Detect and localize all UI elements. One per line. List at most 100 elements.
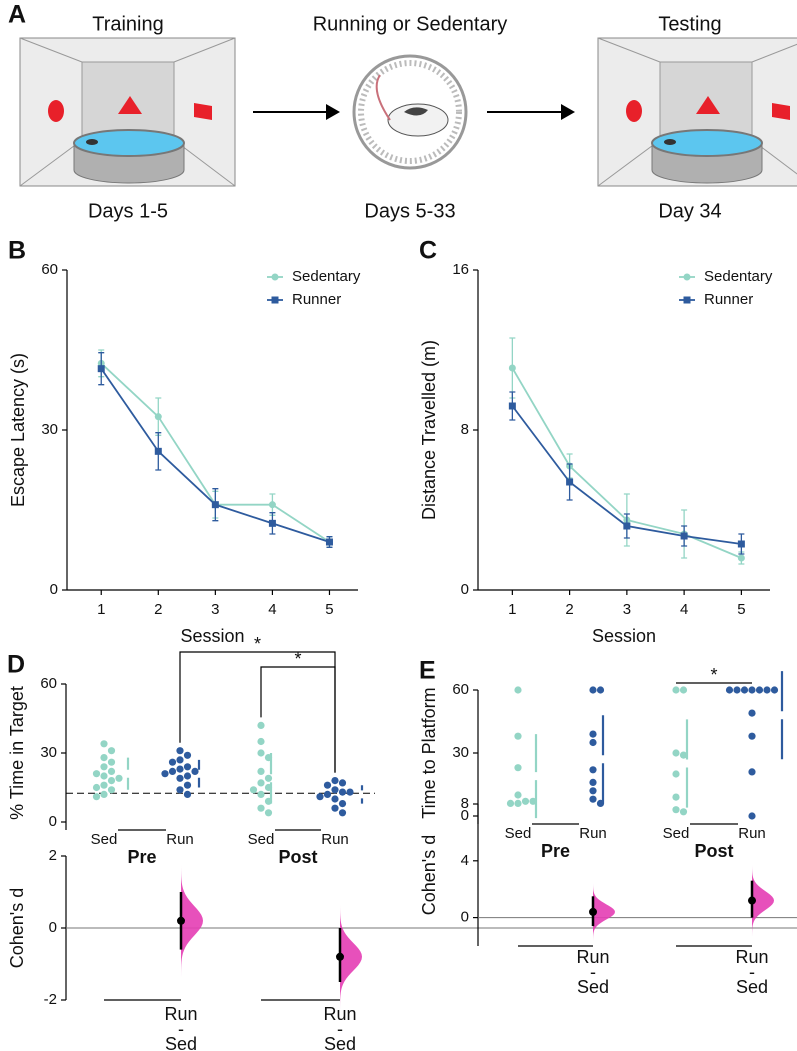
swarm-point xyxy=(257,804,265,812)
x-tick-label: 4 xyxy=(268,601,276,618)
swarm-point xyxy=(514,686,522,694)
swarm-point xyxy=(92,783,101,792)
swarm-point xyxy=(346,788,354,796)
panel-label: B xyxy=(8,237,26,265)
swarm-point xyxy=(331,804,339,812)
swarm-point xyxy=(100,781,108,789)
effect-estimate xyxy=(589,907,597,916)
x-tick-label: 2 xyxy=(565,601,573,618)
swarm-point xyxy=(100,740,108,748)
marker xyxy=(325,538,333,546)
stage-days: Day 34 xyxy=(658,200,721,222)
y-tick-label: 30 xyxy=(452,744,469,761)
group-label: Sed xyxy=(248,831,275,848)
swarm-point xyxy=(589,686,597,694)
marker xyxy=(737,554,745,562)
marker xyxy=(154,413,162,421)
effect-estimate xyxy=(177,916,185,925)
swarm-point xyxy=(323,781,332,789)
significance-bracket xyxy=(179,651,336,773)
marker xyxy=(508,402,516,410)
swarm-point xyxy=(748,732,756,740)
bootstrap-distribution xyxy=(181,864,203,977)
marker xyxy=(683,273,691,281)
stage-days: Days 5-33 xyxy=(364,200,455,222)
swarm-point xyxy=(679,808,688,816)
group-label: Run xyxy=(321,831,349,848)
y-tick-label: 60 xyxy=(452,681,469,698)
swarm-point xyxy=(596,686,605,694)
arrow-head xyxy=(326,104,340,120)
panel-label: D xyxy=(7,651,25,679)
x-tick-label: 2 xyxy=(154,601,162,618)
y-axis-label: Time to Platform xyxy=(419,687,439,818)
swarm-point xyxy=(514,791,522,799)
swarm-point xyxy=(589,730,597,738)
section-label: Pre xyxy=(127,847,156,867)
x-tick-label: 3 xyxy=(623,601,631,618)
marker xyxy=(508,364,516,372)
y-axis-label: Escape Latency (s) xyxy=(8,353,28,507)
y-axis-label: Distance Travelled (m) xyxy=(419,340,439,520)
y-tick-label: 30 xyxy=(40,744,57,761)
y-tick-label: 0 xyxy=(50,581,58,598)
significance-bracket xyxy=(260,666,336,773)
marker xyxy=(268,501,276,509)
swarm-point xyxy=(323,790,332,799)
swarm-point xyxy=(257,767,265,776)
swarm-point xyxy=(100,754,108,762)
swarm-point xyxy=(589,766,597,774)
marker xyxy=(97,365,105,373)
swarm-point xyxy=(183,790,192,799)
marker xyxy=(623,522,631,530)
swarm-point xyxy=(331,786,339,794)
section-label: Post xyxy=(694,841,733,861)
significance-label: * xyxy=(294,649,301,669)
group-label: Run xyxy=(579,825,607,842)
swarm-point xyxy=(161,770,169,778)
swarm-point xyxy=(514,799,522,808)
rat-patch xyxy=(404,107,428,116)
swarm-point xyxy=(92,793,101,801)
swarm-point xyxy=(257,737,265,746)
group-label: Run xyxy=(166,831,194,848)
swarm-point xyxy=(107,767,116,776)
legend-label: Runner xyxy=(292,291,341,308)
swarm-point xyxy=(183,751,192,759)
swarm-point xyxy=(168,758,177,766)
swarm-point xyxy=(672,770,680,778)
swarm-point xyxy=(672,686,680,694)
marker xyxy=(154,447,162,455)
stage-title: Running or Sedentary xyxy=(313,13,508,35)
x-tick-label: 5 xyxy=(325,601,333,618)
comparison-label: - xyxy=(178,1019,184,1039)
swarm-point xyxy=(191,767,199,776)
marker xyxy=(271,296,279,304)
bootstrap-distribution xyxy=(593,883,615,941)
stage-title: Training xyxy=(92,13,164,35)
bootstrap-distribution xyxy=(340,904,362,1010)
significance-label: * xyxy=(254,634,261,654)
group-label: Sed xyxy=(505,825,532,842)
y-tick-label: 0 xyxy=(49,813,57,830)
stage-days: Days 1-5 xyxy=(88,200,168,222)
comparison-label: Run xyxy=(735,947,768,967)
panel-label: A xyxy=(8,1,26,29)
swarm-point xyxy=(725,686,734,694)
marker xyxy=(566,478,574,486)
comparison-label: - xyxy=(590,962,596,982)
swarm-point xyxy=(331,777,339,785)
swarm-point xyxy=(733,686,741,694)
swarm-point xyxy=(338,779,347,787)
swarm-point xyxy=(331,795,339,803)
section-label: Pre xyxy=(541,841,570,861)
swarm-point xyxy=(338,800,347,808)
swarm-point xyxy=(748,709,756,717)
swarm-point xyxy=(176,765,184,773)
swarm-point xyxy=(529,797,537,805)
comparison-label: - xyxy=(337,1019,343,1039)
swarm-point xyxy=(100,763,108,771)
comparison-label: Sed xyxy=(324,1034,356,1051)
swarm-point xyxy=(763,686,771,694)
swarm-point xyxy=(100,790,108,799)
